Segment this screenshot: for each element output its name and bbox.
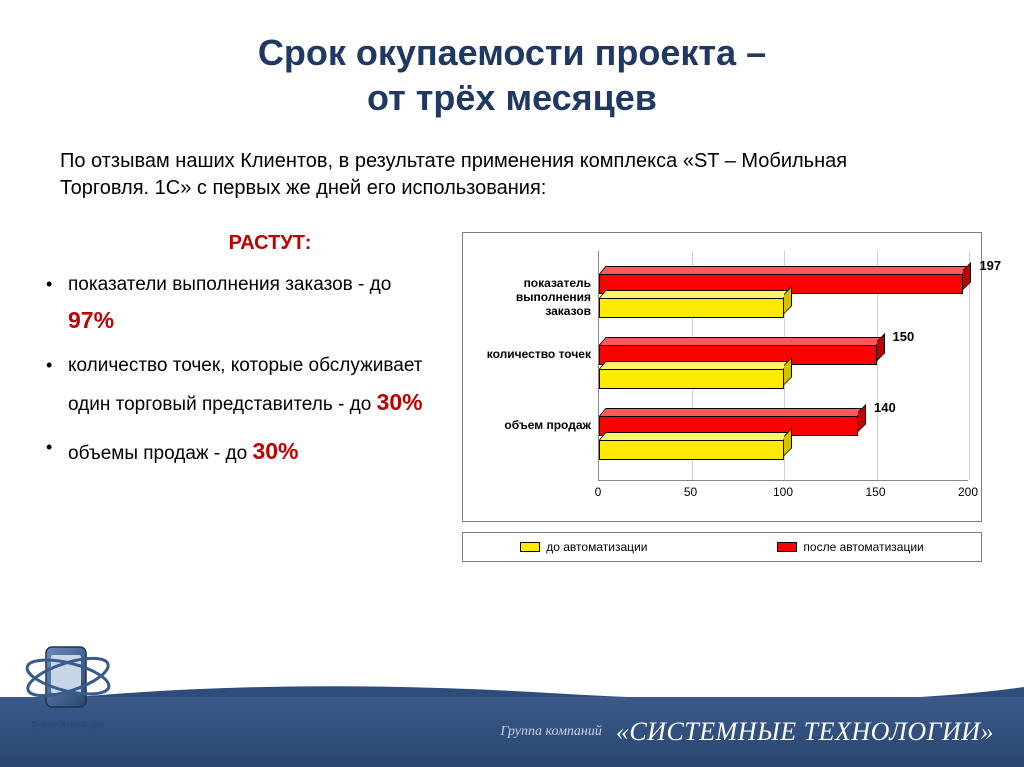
bar-front xyxy=(599,298,784,318)
bar-top-face xyxy=(599,290,791,298)
x-tick-label: 0 xyxy=(595,485,602,499)
category-label: показательвыполнениязаказов xyxy=(471,277,591,318)
bullet-list: показатели выполнения заказов - до 97% к… xyxy=(40,269,440,471)
slide: Срок окупаемости проекта – от трёх месяц… xyxy=(0,0,1024,767)
bar-before xyxy=(599,440,784,460)
title-line-2: от трёх месяцев xyxy=(367,77,657,118)
bullet-text: показатели выполнения заказов - до xyxy=(68,274,391,295)
intro-text: По отзывам наших Клиентов, в результате … xyxy=(0,120,1024,202)
grow-header: РАСТУТ: xyxy=(40,232,440,255)
bullet-pct: 30% xyxy=(252,438,298,464)
x-tick-label: 150 xyxy=(865,485,885,499)
bullet-text: количество точек, которые обслуживает од… xyxy=(68,355,423,414)
x-tick-label: 200 xyxy=(958,485,978,499)
legend-box: до автоматизации после автоматизации xyxy=(462,532,982,562)
bullet-item: количество точек, которые обслуживает од… xyxy=(40,350,440,421)
legend-label: после автоматизации xyxy=(803,540,923,554)
bar-front xyxy=(599,369,784,389)
x-tick-label: 50 xyxy=(684,485,697,499)
plot-area: 197150140 xyxy=(598,251,968,481)
x-tick-label: 100 xyxy=(773,485,793,499)
bar-top-face xyxy=(599,432,791,440)
legend-item-before: до автоматизации xyxy=(520,540,647,554)
data-label: 197 xyxy=(979,258,1001,273)
content-row: РАСТУТ: показатели выполнения заказов - … xyxy=(0,202,1024,562)
bar-before xyxy=(599,369,784,389)
chart-column: 197150140 050100150200показательвыполнен… xyxy=(450,232,994,562)
left-column: РАСТУТ: показатели выполнения заказов - … xyxy=(40,232,440,562)
bar-top-face xyxy=(599,361,791,369)
bar-front xyxy=(599,440,784,460)
bar-before xyxy=(599,298,784,318)
footer-main: «СИСТЕМНЫЕ ТЕХНОЛОГИИ» xyxy=(616,717,994,747)
bar-top-face xyxy=(599,408,865,416)
category-label: объем продаж xyxy=(471,419,591,433)
bullet-pct: 30% xyxy=(377,389,423,415)
legend-swatch xyxy=(520,542,540,552)
chart-box: 197150140 050100150200показательвыполнен… xyxy=(462,232,982,522)
data-label: 150 xyxy=(893,329,915,344)
bullet-text: объемы продаж - до xyxy=(68,443,252,464)
legend-item-after: после автоматизации xyxy=(777,540,923,554)
bar-top-face xyxy=(599,266,970,274)
gridline xyxy=(969,251,970,480)
footer-pre: Группа компаний xyxy=(500,724,601,740)
data-label: 140 xyxy=(874,400,896,415)
footer-bar: Группа компаний «СИСТЕМНЫЕ ТЕХНОЛОГИИ» xyxy=(0,697,1024,767)
logo-text: SystemTechnologies xyxy=(31,720,104,729)
bullet-item: показатели выполнения заказов - до 97% xyxy=(40,269,440,340)
slide-title: Срок окупаемости проекта – от трёх месяц… xyxy=(0,0,1024,120)
title-line-1: Срок окупаемости проекта – xyxy=(258,32,766,73)
bar-top-face xyxy=(599,337,883,345)
logo-icon: SystemTechnologies xyxy=(18,633,118,733)
bullet-item: объемы продаж - до 30% xyxy=(40,432,440,471)
category-label: количество точек xyxy=(471,348,591,362)
bullet-pct: 97% xyxy=(68,307,114,333)
legend-swatch xyxy=(777,542,797,552)
legend-label: до автоматизации xyxy=(546,540,647,554)
